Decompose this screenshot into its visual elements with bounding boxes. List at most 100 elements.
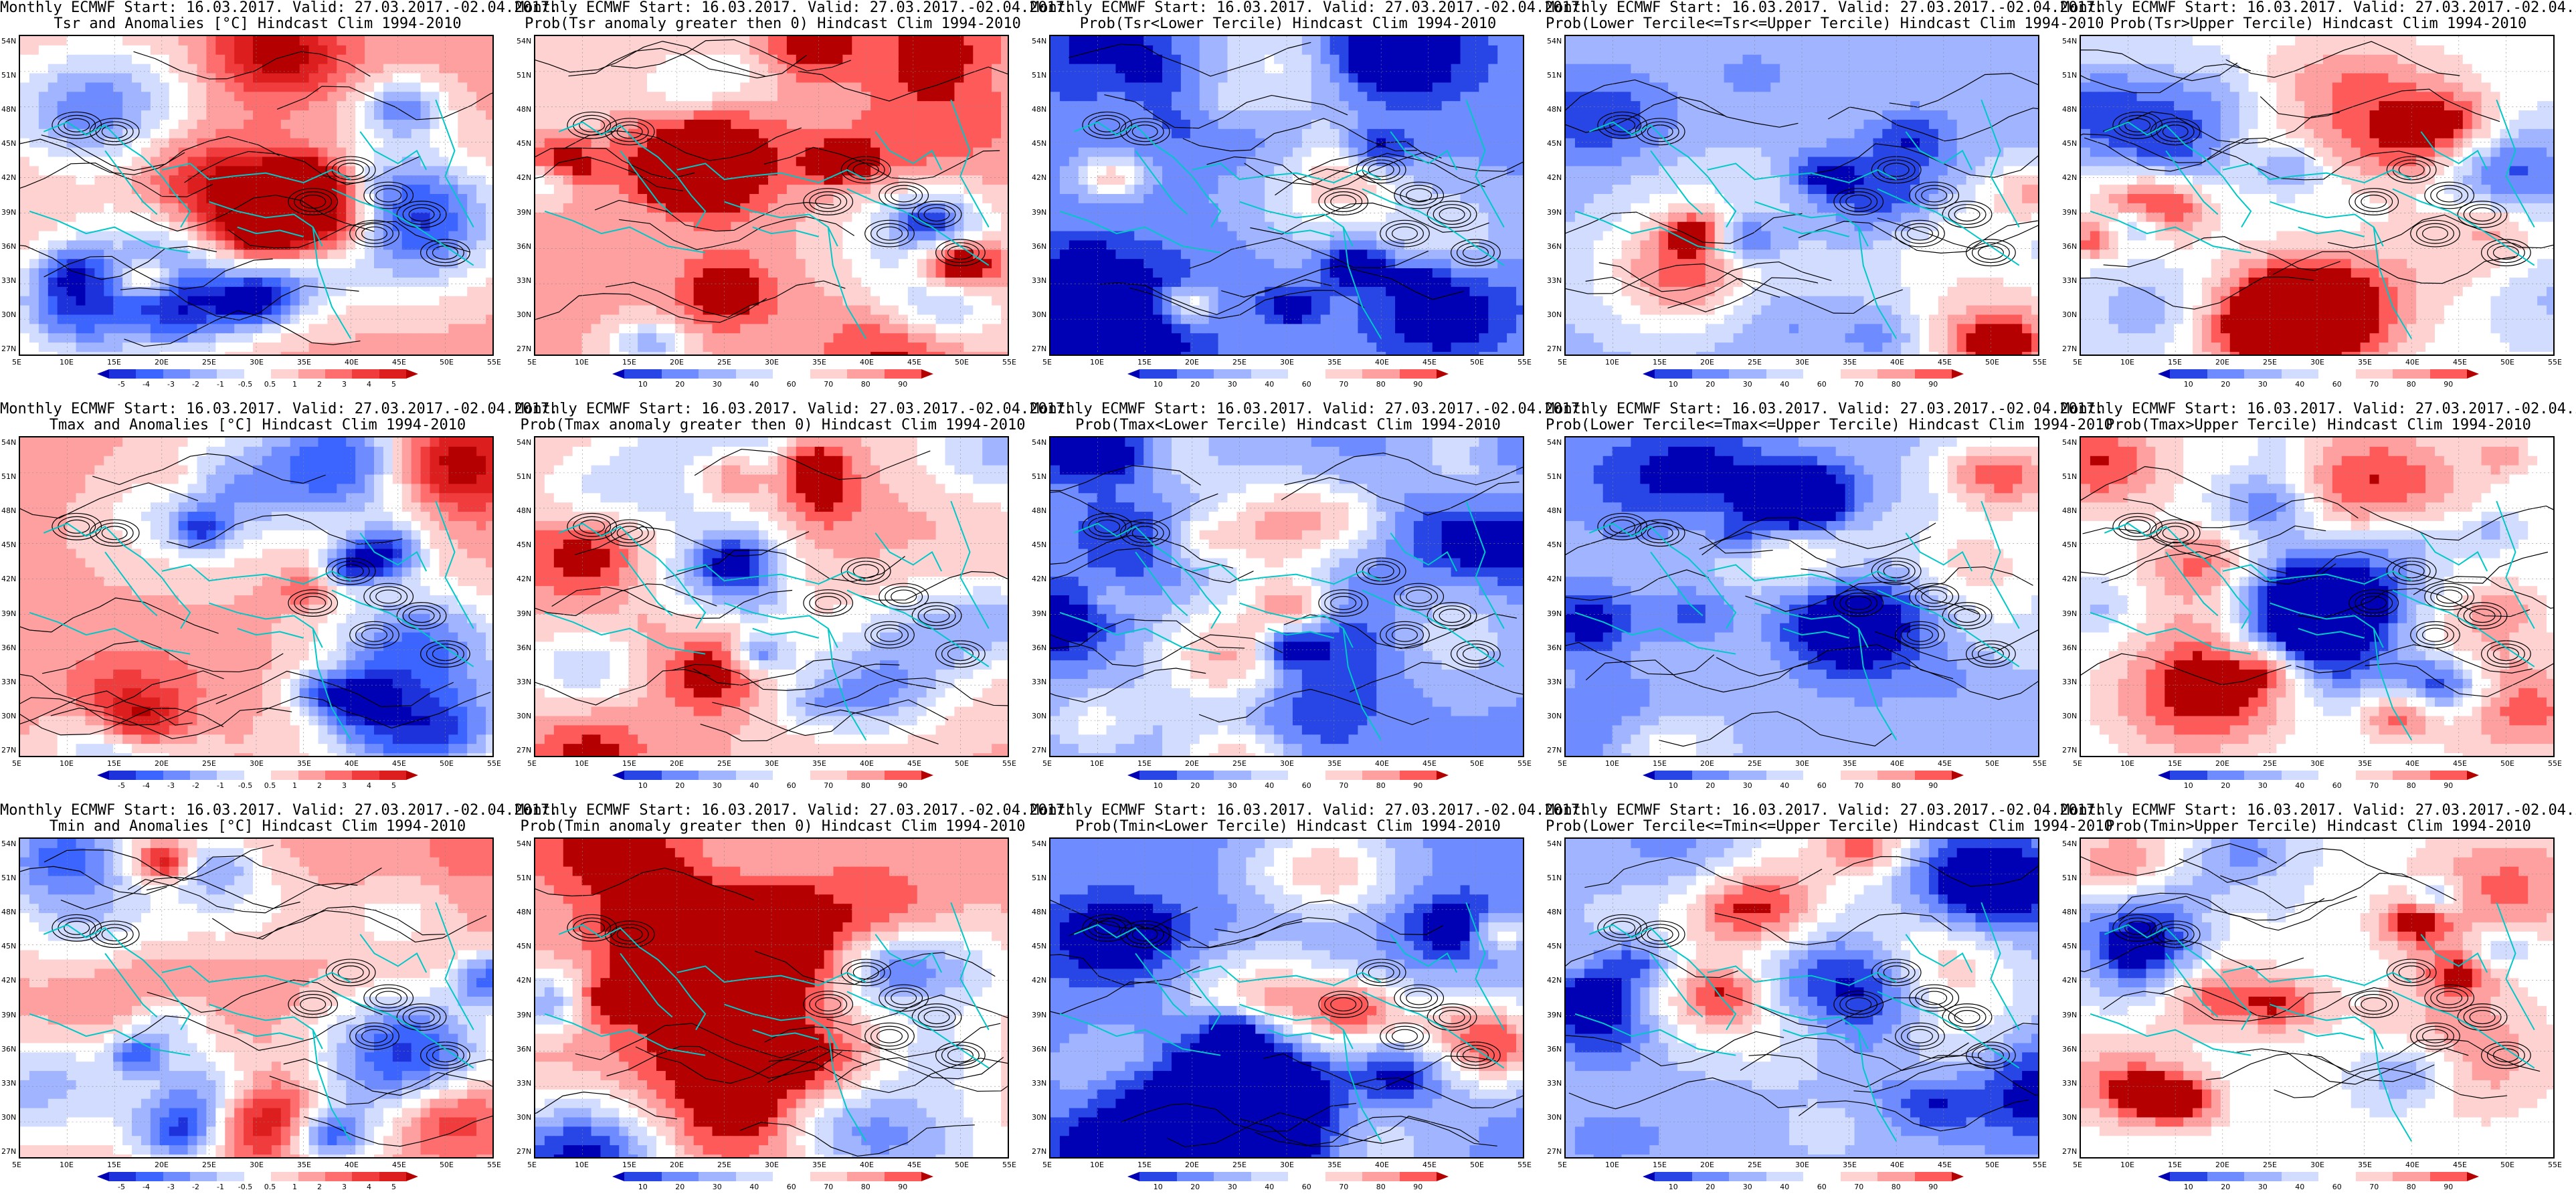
lon-tick-label: 45E	[2453, 358, 2467, 367]
panel-title-line1: Monthly ECMWF Start: 16.03.2017. Valid: …	[515, 401, 1073, 417]
forecast-panel: Monthly ECMWF Start: 16.03.2017. Valid: …	[515, 0, 1073, 401]
lat-tick-label: 39N	[1032, 609, 1046, 618]
colorbar	[1643, 369, 1964, 379]
colorbar-tick-label: 30	[1228, 781, 1237, 790]
colorbar-swatch	[2429, 771, 2467, 780]
colorbar-tick-label: 20	[1190, 380, 1200, 389]
forecast-panel: Monthly ECMWF Start: 16.03.2017. Valid: …	[0, 0, 558, 401]
lon-tick-label: 25E	[202, 759, 216, 768]
lat-tick-label: 39N	[2062, 609, 2077, 618]
colorbar-swatch	[810, 771, 847, 780]
colorbar-tick-label: 70	[1854, 380, 1863, 389]
lon-tick-label: 5E	[2073, 759, 2082, 768]
panel-title-line2: Tmax and Anomalies [°C] Hindcast Clim 19…	[0, 417, 515, 433]
lon-tick-label: 30E	[2310, 759, 2324, 768]
colorbar-swatch	[244, 771, 272, 780]
colorbar-swatch	[2158, 1172, 2170, 1181]
lat-tick-label: 33N	[2062, 678, 2077, 686]
lat-tick-label: 36N	[2062, 1045, 2077, 1054]
colorbar-tick-label: 40	[1265, 380, 1274, 389]
colorbar-tick-label: 40	[2295, 781, 2304, 790]
lon-tick-label: 15E	[622, 358, 636, 367]
lon-tick-label: 25E	[1748, 1161, 1762, 1169]
lat-tick-label: 42N	[1032, 976, 1046, 985]
colorbar-tick-label: 5	[391, 781, 396, 790]
lat-tick-label: 36N	[2062, 643, 2077, 652]
colorbar-tick-label: 30	[2258, 781, 2268, 790]
lon-tick-label: 35E	[2358, 759, 2372, 768]
colorbar-tick-label: 2	[317, 781, 322, 790]
lon-tick-label: 5E	[527, 759, 537, 768]
lat-tick-label: 27N	[517, 1147, 531, 1156]
colorbar-tick-label: 90	[1413, 1183, 1422, 1191]
lat-tick-label: 27N	[517, 344, 531, 353]
colorbar-tick-label: 4	[367, 380, 371, 389]
colorbar-swatch	[810, 1172, 847, 1181]
lat-tick-label: 33N	[1547, 678, 1562, 686]
lon-tick-label: 50E	[440, 759, 454, 768]
graticule	[535, 437, 1008, 756]
lon-tick-label: 10E	[2120, 358, 2134, 367]
lat-tick-label: 27N	[2062, 1147, 2077, 1156]
colorbar-tick-label: 60	[2332, 380, 2342, 389]
lat-tick-label: 51N	[1547, 874, 1562, 882]
forecast-panel: Monthly ECMWF Start: 16.03.2017. Valid: …	[515, 401, 1073, 803]
colorbar-swatch	[136, 1172, 163, 1181]
colorbar-tick-label: 10	[638, 380, 648, 389]
panel-title-line2: Prob(Tmax<Lower Tercile) Hindcast Clim 1…	[1030, 417, 1546, 433]
colorbar-swatch	[2170, 1172, 2207, 1181]
lat-tick-label: 39N	[1032, 208, 1046, 217]
colorbar-tick-label: 30	[1228, 1183, 1237, 1191]
lat-tick-label: 39N	[517, 609, 531, 618]
lat-tick-label: 33N	[1, 678, 16, 686]
lon-tick-label: 10E	[575, 759, 589, 768]
colorbar-swatch	[1399, 1172, 1437, 1181]
colorbar-swatch	[109, 771, 136, 780]
lat-tick-label: 39N	[1, 609, 16, 618]
colorbar-tick-label: 90	[1413, 380, 1422, 389]
colorbar-swatch	[1803, 771, 1841, 780]
colorbar-swatch	[921, 771, 933, 780]
lon-tick-label: 25E	[1232, 759, 1247, 768]
graticule	[20, 36, 492, 355]
map-svg	[1566, 437, 2038, 756]
lon-tick-label: 20E	[1700, 1161, 1714, 1169]
lon-tick-label: 5E	[1042, 759, 1052, 768]
colorbar-swatch	[1952, 369, 1964, 379]
lat-tick-label: 36N	[1, 1045, 16, 1054]
lat-tick-label: 39N	[1, 208, 16, 217]
lat-tick-label: 51N	[1, 71, 16, 80]
lon-tick-label: 20E	[1700, 759, 1714, 768]
lon-tick-label: 5E	[2073, 358, 2082, 367]
panel-title-line1: Monthly ECMWF Start: 16.03.2017. Valid: …	[0, 803, 558, 819]
lon-tick-label: 30E	[1795, 759, 1809, 768]
colorbar-tick-label: 80	[1376, 380, 1386, 389]
colorbar	[1127, 1172, 1449, 1181]
colorbar	[612, 1172, 933, 1181]
shaded-field	[535, 437, 1008, 756]
colorbar-swatch	[190, 369, 217, 379]
map-svg	[2081, 437, 2553, 756]
lon-tick-label: 55E	[487, 358, 501, 367]
colorbar-tick-label: -5	[118, 380, 125, 389]
lat-tick-label: 45N	[517, 942, 531, 950]
colorbar-swatch	[2207, 369, 2244, 379]
lat-tick-label: 45N	[2062, 139, 2077, 148]
colorbar-swatch	[884, 369, 921, 379]
lat-tick-label: 36N	[1032, 643, 1046, 652]
panel-title-line1: Monthly ECMWF Start: 16.03.2017. Valid: …	[2061, 0, 2576, 16]
colorbar-tick-label: 90	[2444, 781, 2453, 790]
lat-tick-label: 51N	[1, 472, 16, 481]
coastlines	[544, 500, 990, 740]
shaded-field	[20, 839, 492, 1157]
lon-tick-label: 35E	[812, 759, 826, 768]
colorbar-tick-label: 2	[317, 1183, 322, 1191]
lon-tick-label: 40E	[1890, 759, 1904, 768]
colorbar-tick-label: 30	[2258, 380, 2268, 389]
colorbar-tick-label: 40	[749, 781, 759, 790]
lat-tick-label: 39N	[2062, 1011, 2077, 1019]
colorbar-tick-label: 60	[1302, 781, 1311, 790]
lon-tick-label: 30E	[2310, 358, 2324, 367]
colorbar-swatch	[271, 771, 298, 780]
lon-tick-label: 30E	[765, 358, 779, 367]
